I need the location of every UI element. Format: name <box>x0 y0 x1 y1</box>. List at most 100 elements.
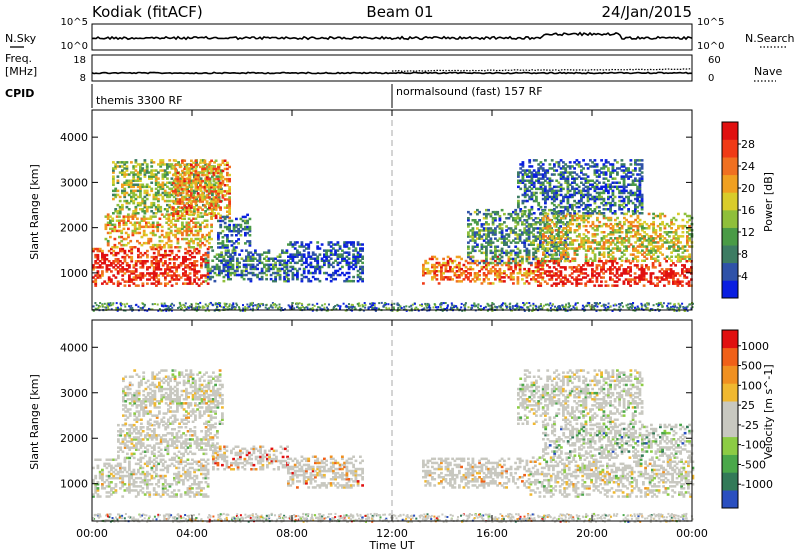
power-cell <box>627 195 630 199</box>
power-cell <box>137 253 140 257</box>
power-cell <box>113 246 117 249</box>
power-cell <box>141 276 145 279</box>
power-cell <box>634 203 637 207</box>
power-cell <box>134 189 138 193</box>
power-cell <box>577 185 581 189</box>
power-cell <box>178 229 182 233</box>
power-cell <box>148 175 151 178</box>
power-cell <box>688 255 691 258</box>
power-cell <box>625 203 628 207</box>
power-cell <box>609 266 612 269</box>
power-cell <box>139 195 142 199</box>
power-cell <box>555 253 559 256</box>
power-cell <box>226 198 229 201</box>
power-cell <box>130 181 133 184</box>
power-cell <box>616 239 619 242</box>
power-cell <box>633 276 637 279</box>
power-cell <box>512 229 515 232</box>
power-cell <box>523 231 527 234</box>
power-cell <box>218 255 221 258</box>
power-cell <box>543 253 547 257</box>
power-cell <box>221 246 225 249</box>
power-cell <box>539 233 542 236</box>
power-cell <box>636 214 640 218</box>
power-cell <box>211 191 214 195</box>
power-cell <box>550 274 554 277</box>
power-cell <box>550 167 554 170</box>
power-cell <box>185 206 189 209</box>
power-cell <box>527 249 531 253</box>
power-cell <box>195 247 199 251</box>
power-cell <box>201 235 204 239</box>
power-cell <box>132 193 136 197</box>
power-cell <box>183 225 186 229</box>
power-cell <box>643 259 646 262</box>
power-cell <box>104 237 108 241</box>
power-cell <box>557 245 560 248</box>
power-cell <box>514 267 517 271</box>
power-cell <box>670 222 673 226</box>
power-cell <box>101 274 104 277</box>
power-cell <box>674 229 678 232</box>
power-cell <box>240 249 244 252</box>
power-cell <box>334 249 337 252</box>
power-cell <box>670 241 673 244</box>
power-cell <box>527 255 531 259</box>
power-cell <box>591 264 594 267</box>
power-cell <box>651 264 655 267</box>
power-cell <box>674 274 677 277</box>
power-cell <box>147 239 151 243</box>
power-cell <box>194 169 198 173</box>
power-cell <box>573 189 576 193</box>
power-cell <box>127 201 131 205</box>
power-cell <box>204 263 208 267</box>
power-cell <box>638 201 642 205</box>
power-cell <box>555 274 558 277</box>
power-cell <box>320 259 324 262</box>
power-cell <box>183 229 186 233</box>
power-cell <box>575 205 579 209</box>
power-cell <box>336 253 340 256</box>
power-cell <box>650 243 653 246</box>
power-cell <box>343 251 346 254</box>
power-cell <box>112 179 115 182</box>
power-cell <box>622 272 626 275</box>
power-cell <box>609 231 613 234</box>
power-cell <box>124 243 128 247</box>
power-cell <box>181 202 184 205</box>
power-cell <box>128 264 131 267</box>
power-cell <box>150 165 154 168</box>
power-cell <box>586 212 590 215</box>
power-cell <box>571 257 575 260</box>
power-cell <box>641 243 644 246</box>
power-cell <box>202 161 205 164</box>
power-cell <box>555 161 559 164</box>
power-cell <box>464 274 468 277</box>
power-cell <box>625 173 628 176</box>
power-cell <box>571 222 575 226</box>
power-cell <box>217 204 220 207</box>
power-cell <box>203 225 207 229</box>
power-cell <box>559 205 563 209</box>
power-cell <box>514 208 518 212</box>
power-cell <box>591 212 594 215</box>
power-cell <box>496 272 499 275</box>
power-cell <box>503 239 506 242</box>
power-cell <box>103 255 107 259</box>
power-cell <box>687 270 691 273</box>
power-cell <box>527 239 531 242</box>
power-cell <box>516 280 520 283</box>
power-cell <box>595 280 599 283</box>
power-cell <box>157 163 160 166</box>
power-cell <box>575 191 579 195</box>
power-cell <box>208 165 211 169</box>
power-cell <box>172 179 176 182</box>
power-cell <box>638 274 641 277</box>
power-cell <box>476 233 479 236</box>
power-cell <box>212 188 216 191</box>
power-cell <box>123 187 127 191</box>
power-cell <box>551 241 554 244</box>
nsky-tick-bottom: 10^0 <box>61 41 88 52</box>
power-cell <box>656 245 660 248</box>
power-cell <box>473 231 477 234</box>
